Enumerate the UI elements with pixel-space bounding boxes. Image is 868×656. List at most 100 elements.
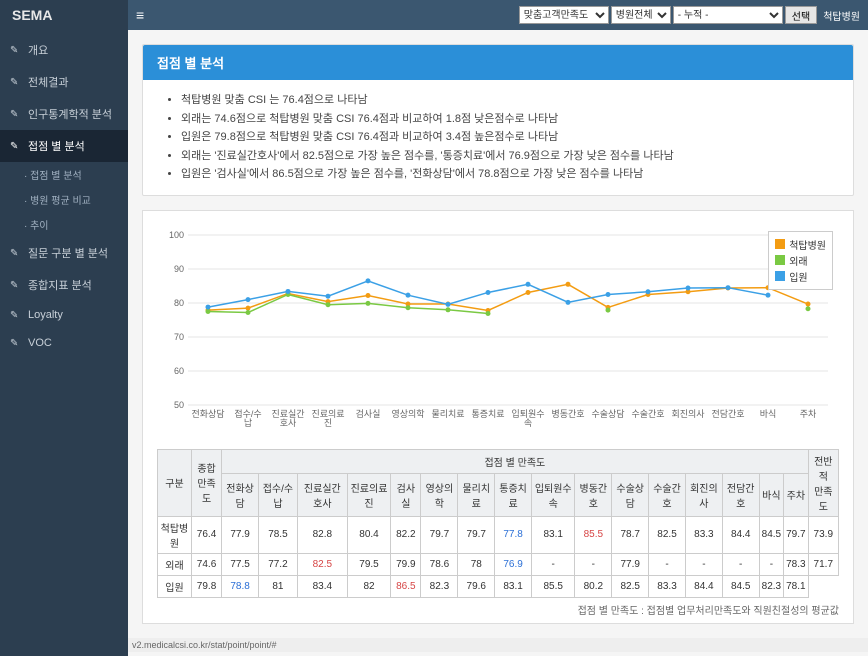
nav-item[interactable]: ✎ 접점 별 분석 <box>0 130 128 162</box>
cell: 83.4 <box>297 575 347 597</box>
select-metric[interactable]: 맞춤고객만족도 <box>519 6 609 24</box>
cell: 78.5 <box>259 516 298 553</box>
svg-text:90: 90 <box>174 264 184 274</box>
cell: 82.5 <box>612 575 649 597</box>
cell: 81 <box>259 575 298 597</box>
svg-text:병동간호: 병동간호 <box>551 409 584 419</box>
nav-sub-item[interactable]: · 병원 평균 비교 <box>14 187 128 212</box>
table-row: 외래74.677.577.282.579.579.978.67876.9--77… <box>158 553 839 575</box>
nav: ✎개요✎전체결과✎인구통계학적 분석✎접점 별 분석· 접점 별 분석· 병원 … <box>0 30 128 656</box>
svg-text:전담간호: 전담간호 <box>711 408 744 419</box>
svg-text:수술간호: 수술간호 <box>631 409 664 419</box>
th-sub: 바식 <box>759 474 783 516</box>
nav-sub-item[interactable]: · 추이 <box>14 212 128 237</box>
edit-icon: ✎ <box>10 280 22 291</box>
cell: 78 <box>458 553 495 575</box>
legend-label: 척탑병원 <box>789 237 826 252</box>
select-period[interactable]: - 누적 - <box>673 6 783 24</box>
nav-item[interactable]: ✎인구통계학적 분석 <box>0 98 128 130</box>
legend-row: 척탑병원 <box>775 237 826 252</box>
cell: 84.4 <box>685 575 722 597</box>
th-sub: 수술간호 <box>649 474 686 516</box>
nav-item[interactable]: ✎질문 구분 별 분석 <box>0 237 128 269</box>
row-overall: 73.9 <box>808 516 838 553</box>
select-hospital[interactable]: 병원전체 <box>611 6 671 24</box>
row-total: 74.6 <box>191 553 221 575</box>
th-sub: 병동간호 <box>575 474 612 516</box>
menu-icon[interactable]: ≡ <box>136 7 144 23</box>
chart-legend: 척탑병원외래입원 <box>768 231 833 290</box>
cell: 82.5 <box>649 516 686 553</box>
cell: 84.4 <box>722 516 759 553</box>
nav-item[interactable]: ✎종합지표 분석 <box>0 269 128 301</box>
cell: 78.7 <box>612 516 649 553</box>
th-gubun: 구분 <box>158 449 192 516</box>
table-note: 접점 별 만족도 : 접점별 업무처리만족도와 직원친절성의 평균값 <box>157 602 839 617</box>
nav-item[interactable]: ✎Loyalty <box>0 301 128 329</box>
svg-text:회진의사: 회진의사 <box>671 409 705 419</box>
cell: 85.5 <box>575 516 612 553</box>
nav-item[interactable]: ✎개요 <box>0 34 128 66</box>
cell: 82.8 <box>297 516 347 553</box>
cell: 82.2 <box>391 516 421 553</box>
th-sub: 물리치료 <box>458 474 495 516</box>
th-sub: 검사실 <box>391 474 421 516</box>
legend-row: 입원 <box>775 269 826 284</box>
main: ≡ 맞춤고객만족도 병원전체 - 누적 - 선택 척탑병원 접점 별 분석 척탑… <box>128 0 868 656</box>
nav-label: VOC <box>28 337 52 349</box>
svg-text:검사실: 검사실 <box>356 408 381 419</box>
apply-button[interactable]: 선택 <box>785 6 817 24</box>
edit-icon: ✎ <box>10 109 22 120</box>
legend-row: 외래 <box>775 253 826 268</box>
line-chart: 5060708090100전화상담접수/수납진료실간호사진료의료진검사실영상의학… <box>157 225 839 435</box>
th-sub: 영상의학 <box>421 474 458 516</box>
status-bar: v2.medicalcsi.co.kr/stat/point/point/# <box>128 638 868 652</box>
cell: 82.3 <box>759 575 783 597</box>
nav-sub: · 접점 별 분석 · 병원 평균 비교 · 추이 <box>0 162 128 237</box>
legend-label: 입원 <box>789 269 807 284</box>
svg-text:80: 80 <box>174 298 184 308</box>
th-group: 접점 별 만족도 <box>222 449 808 474</box>
nav-item[interactable]: ✎전체결과 <box>0 66 128 98</box>
chart-panel: 5060708090100전화상담접수/수납진료실간호사진료의료진검사실영상의학… <box>142 210 854 624</box>
panel-body: 척탑병원 맞춤 CSI 는 76.4점으로 나타남외래는 74.6점으로 척탑병… <box>143 80 853 195</box>
cell: 78.6 <box>421 553 458 575</box>
bullet-item: 외래는 74.6점으로 척탑병원 맞춤 CSI 76.4점과 비교하여 1.8점… <box>181 111 829 128</box>
nav-sub-label: · 접점 별 분석 <box>24 167 82 182</box>
svg-text:물리치료: 물리치료 <box>431 408 464 419</box>
nav-item[interactable]: ✎VOC <box>0 329 128 357</box>
nav-sub-item[interactable]: · 접점 별 분석 <box>14 162 128 187</box>
cell: 79.9 <box>391 553 421 575</box>
cell: 79.6 <box>458 575 495 597</box>
content: 접점 별 분석 척탑병원 맞춤 CSI 는 76.4점으로 나타남외래는 74.… <box>128 30 868 638</box>
th-sub: 주차 <box>784 474 808 516</box>
svg-text:전화상담: 전화상담 <box>191 408 224 419</box>
row-label: 척탑병원 <box>158 516 192 553</box>
hospital-label: 척탑병원 <box>823 8 860 23</box>
cell: 86.5 <box>391 575 421 597</box>
cell: 83.3 <box>685 516 722 553</box>
svg-text:수술상담: 수술상담 <box>591 408 624 419</box>
th-sub: 전화상담 <box>222 474 259 516</box>
cell: 80.4 <box>347 516 390 553</box>
svg-text:진: 진 <box>324 418 332 428</box>
edit-icon: ✎ <box>10 141 22 152</box>
th-sub: 전담간호 <box>722 474 759 516</box>
svg-text:속: 속 <box>524 418 532 428</box>
nav-sub-label: · 추이 <box>24 217 49 232</box>
row-total: 76.4 <box>191 516 221 553</box>
cell: 82 <box>347 575 390 597</box>
nav-sub-label: · 병원 평균 비교 <box>24 192 91 207</box>
nav-label: 접점 별 분석 <box>28 138 85 154</box>
legend-swatch <box>775 255 785 265</box>
row-label: 외래 <box>158 553 192 575</box>
bullet-item: 입원은 79.8점으로 척탑병원 맞춤 CSI 76.4점과 비교하여 3.4점… <box>181 129 829 146</box>
svg-text:영상의학: 영상의학 <box>391 409 424 419</box>
th-overall: 전반적만족도 <box>808 449 838 516</box>
bullet-item: 입원은 '검사실'에서 86.5점으로 가장 높은 점수를, '전화상담'에서 … <box>181 166 829 183</box>
bullet-list: 척탑병원 맞춤 CSI 는 76.4점으로 나타남외래는 74.6점으로 척탑병… <box>167 92 829 183</box>
svg-text:주차: 주차 <box>800 408 817 419</box>
legend-swatch <box>775 239 785 249</box>
cell: - <box>532 553 575 575</box>
cell: 77.9 <box>612 553 649 575</box>
